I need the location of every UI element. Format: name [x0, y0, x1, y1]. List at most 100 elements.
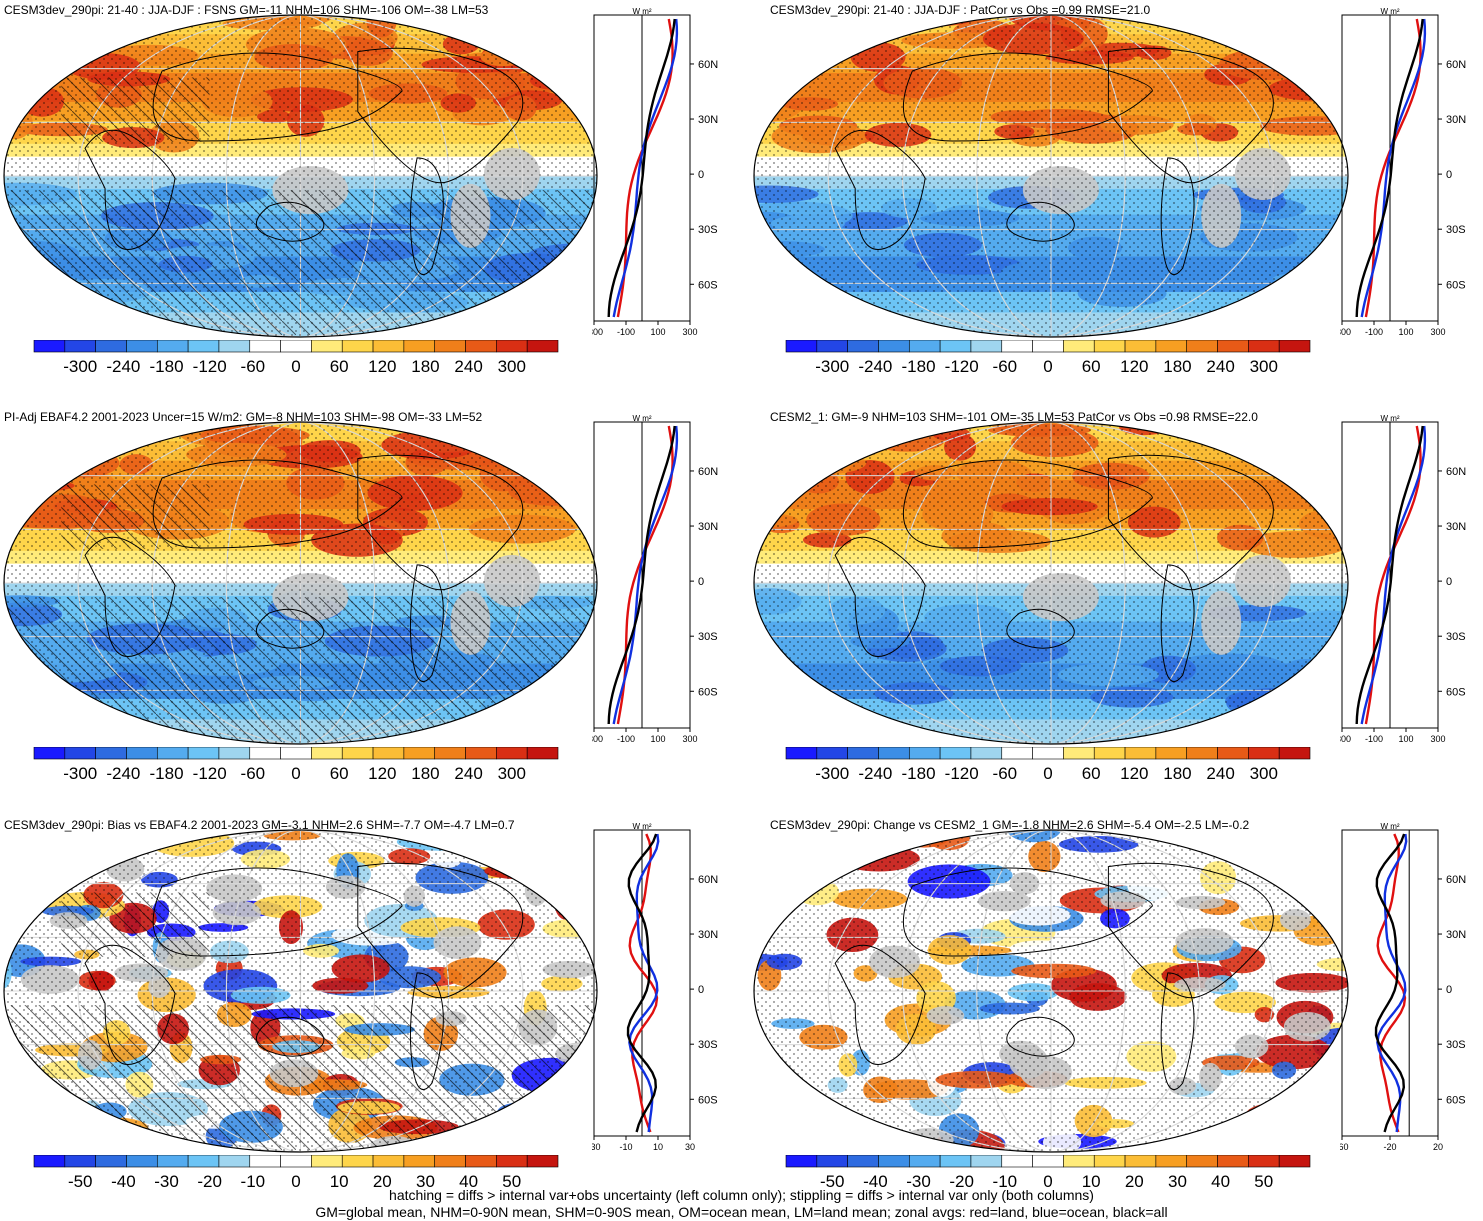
- zonal-x-tick-label: 30: [685, 1142, 695, 1152]
- colorbar-swatch: [341, 747, 374, 760]
- colorbar-swatch: [1063, 1155, 1095, 1168]
- colorbar-swatch: [403, 747, 436, 760]
- colorbar-tick-label: 120: [368, 764, 396, 783]
- colorbar-swatch: [1032, 340, 1064, 353]
- colorbar-tick-label: -40: [863, 1172, 888, 1191]
- colorbar-swatch: [878, 340, 910, 353]
- colorbar-tick-label: 60: [1082, 357, 1101, 376]
- robinson-map: [3, 421, 598, 745]
- colorbar-swatch: [1278, 1155, 1311, 1168]
- colorbar: -300 -240 -180 -120 -60 0 60 120 180 240 300: [33, 340, 559, 376]
- footer-note-hatching: hatching = diffs > internal var+obs unce…: [389, 1187, 1094, 1203]
- colorbar-tick-label: 240: [454, 764, 482, 783]
- colorbar-swatch: [341, 340, 374, 353]
- zonal-x-tick-label: -300: [1340, 734, 1351, 744]
- zonal-x-tick-label: -100: [617, 734, 635, 744]
- colorbar-swatch: [1032, 1155, 1064, 1168]
- colorbar-tick-label: 300: [1250, 357, 1278, 376]
- zonal-ocean-line: [612, 18, 679, 318]
- colorbar-swatch: [126, 747, 158, 760]
- zonal-lat-label: 30N: [1446, 521, 1466, 533]
- colorbar-tick-label: -180: [150, 764, 184, 783]
- colorbar-tick-label: -300: [815, 764, 849, 783]
- zonal-x-tick-label: 300: [1430, 734, 1445, 744]
- zonal-x-tick-label: -100: [1365, 734, 1383, 744]
- colorbar-tick-label: -50: [820, 1172, 845, 1191]
- colorbar-swatch: [878, 747, 910, 760]
- panel-title: PI-Adj EBAF4.2 2001-2023 Uncer=15 W/m2: …: [4, 410, 483, 424]
- colorbar-tick-label: 120: [1120, 764, 1148, 783]
- panel-title: CESM3dev_290pi: 21-40 : JJA-DJF : PatCor…: [770, 3, 1151, 17]
- colorbar-swatch: [280, 1155, 312, 1168]
- colorbar-swatch: [33, 1155, 66, 1168]
- panel-title: CESM3dev_290pi: 21-40 : JJA-DJF : FSNS G…: [4, 3, 489, 17]
- zonal-lat-label: 0: [1446, 984, 1452, 996]
- colorbar-swatch: [1186, 340, 1218, 353]
- zonal-lat-label: 30S: [1446, 224, 1466, 236]
- zonal-units: W m²: [1380, 7, 1399, 16]
- colorbar-swatch: [95, 340, 127, 353]
- colorbar-swatch: [939, 747, 972, 760]
- colorbar-tick-label: -300: [63, 764, 97, 783]
- colorbar-swatch: [249, 1155, 281, 1168]
- zonal-mean-plot: W m² 60N 30N 0 30S 60S -30 -10 10 30: [592, 822, 718, 1152]
- zonal-all-line: [607, 18, 676, 318]
- colorbar-tick-label: 120: [368, 357, 396, 376]
- zonal-lat-label: 30N: [698, 929, 718, 941]
- panel-2: CESM3dev_290pi: 21-40 : JJA-DJF : PatCor…: [748, 0, 1483, 400]
- colorbar-tick-label: -50: [68, 1172, 93, 1191]
- colorbar-swatch: [526, 1155, 559, 1168]
- zonal-lat-label: 30S: [698, 224, 718, 236]
- colorbar-tick-label: 40: [1211, 1172, 1230, 1191]
- colorbar-swatch: [496, 747, 528, 760]
- colorbar-tick-label: 0: [1043, 1172, 1052, 1191]
- zonal-lat-label: 60S: [1446, 1094, 1466, 1106]
- colorbar-swatch: [1217, 747, 1249, 760]
- colorbar-swatch: [1155, 1155, 1188, 1168]
- colorbar-tick-label: 0: [1043, 357, 1052, 376]
- colorbar-swatch: [434, 747, 466, 760]
- colorbar-swatch: [1093, 340, 1126, 353]
- colorbar-swatch: [434, 1155, 466, 1168]
- colorbar-swatch: [372, 747, 405, 760]
- colorbar-tick-label: -20: [949, 1172, 974, 1191]
- colorbar-swatch: [218, 340, 251, 353]
- zonal-lat-label: 60N: [698, 874, 718, 886]
- colorbar-tick-label: -180: [150, 357, 184, 376]
- colorbar-tick-label: -120: [945, 357, 979, 376]
- colorbar-swatch: [1217, 340, 1249, 353]
- zonal-lat-label: 0: [698, 169, 704, 181]
- colorbar-swatch: [249, 340, 281, 353]
- colorbar-tick-label: 180: [411, 764, 439, 783]
- colorbar-swatch: [403, 340, 436, 353]
- zonal-all-line: [626, 833, 658, 1133]
- colorbar-swatch: [218, 1155, 251, 1168]
- colorbar-tick-label: -120: [193, 764, 227, 783]
- zonal-ocean-line: [612, 425, 679, 725]
- colorbar-swatch: [280, 747, 312, 760]
- colorbar-swatch: [1217, 1155, 1249, 1168]
- zonal-ocean-line: [628, 833, 660, 1133]
- zonal-lat-label: 0: [1446, 169, 1452, 181]
- colorbar-swatch: [847, 340, 879, 353]
- colorbar-swatch: [403, 1155, 436, 1168]
- colorbar-tick-label: -10: [241, 1172, 266, 1191]
- colorbar-tick-label: 20: [373, 1172, 392, 1191]
- colorbar-swatch: [311, 1155, 343, 1168]
- zonal-x-tick-label: 10: [653, 1142, 663, 1152]
- zonal-units: W m²: [632, 822, 651, 831]
- zonal-lat-label: 60N: [698, 466, 718, 478]
- zonal-lat-label: 60N: [1446, 59, 1466, 71]
- colorbar-tick-label: 180: [411, 357, 439, 376]
- zonal-x-tick-label: -100: [617, 327, 635, 337]
- colorbar-swatch: [465, 340, 497, 353]
- colorbar-swatch: [1124, 340, 1157, 353]
- zonal-lat-label: 30S: [1446, 631, 1466, 643]
- colorbar-tick-label: 50: [1254, 1172, 1273, 1191]
- colorbar-tick-label: 10: [330, 1172, 349, 1191]
- colorbar-swatch: [33, 340, 66, 353]
- colorbar-swatch: [187, 340, 220, 353]
- colorbar-tick-label: -20: [197, 1172, 222, 1191]
- colorbar-swatch: [1278, 747, 1311, 760]
- colorbar-swatch: [1001, 340, 1033, 353]
